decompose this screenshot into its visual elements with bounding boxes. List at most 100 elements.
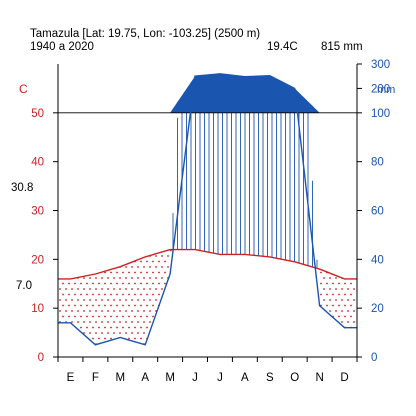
dry-dot: [71, 299, 73, 301]
dry-dot: [98, 337, 100, 340]
dry-dot: [125, 288, 127, 290]
dry-dot: [95, 288, 97, 290]
left-axis-unit: C: [19, 82, 28, 96]
dry-dot: [338, 282, 340, 285]
dry-dot: [143, 299, 145, 301]
dry-dot: [134, 326, 136, 329]
dry-dot: [110, 315, 112, 318]
dry-dot: [119, 332, 121, 334]
month-label: J: [217, 372, 223, 384]
dry-dot: [113, 277, 115, 279]
dry-dot: [116, 282, 118, 285]
dry-dot: [143, 321, 145, 323]
dry-dot: [62, 282, 64, 285]
dry-dot: [98, 304, 100, 307]
dry-dot: [104, 282, 106, 285]
right-axis-unit: mm: [377, 84, 395, 96]
dry-dot: [77, 310, 79, 312]
dry-dot: [140, 271, 142, 274]
dry-dot: [116, 315, 118, 318]
month-label: F: [92, 372, 99, 384]
temp-tick-label: 20: [31, 254, 44, 266]
dry-dot: [134, 271, 136, 274]
precip-tick-label: 40: [371, 254, 384, 266]
dry-dot: [347, 321, 349, 323]
dry-dot: [62, 304, 64, 307]
dry-dot: [92, 304, 94, 307]
dry-dot: [107, 288, 109, 290]
dry-dot: [320, 282, 322, 285]
dry-dot: [140, 326, 142, 329]
dry-dot: [119, 299, 121, 301]
dry-dot: [89, 321, 91, 323]
dry-dot: [341, 299, 343, 301]
excess-precip-fill: [58, 73, 357, 113]
humid-hatching: [172, 112, 318, 269]
dry-dot: [95, 332, 97, 334]
dry-dot: [65, 310, 67, 312]
temp-tick-label: 50: [31, 108, 44, 120]
dry-dot: [92, 337, 94, 340]
dry-dot: [335, 299, 337, 301]
dry-dot: [116, 271, 118, 274]
dry-dot: [158, 260, 160, 263]
dry-dot: [152, 293, 154, 296]
dry-dot: [110, 337, 112, 340]
dry-dot: [158, 282, 160, 285]
dry-dot: [137, 266, 139, 268]
dry-dot: [92, 326, 94, 329]
dry-dot: [149, 277, 151, 279]
dry-dot: [155, 288, 157, 290]
dry-dot: [113, 332, 115, 334]
dry-dot: [125, 321, 127, 323]
dry-dot: [347, 299, 349, 301]
dry-dot: [167, 266, 169, 268]
dry-dot: [137, 277, 139, 279]
dry-dot: [152, 315, 154, 318]
dry-dot: [101, 299, 103, 301]
dry-dot: [68, 304, 70, 307]
dry-dot: [152, 304, 154, 307]
dry-dot: [155, 266, 157, 268]
dry-dot: [122, 326, 124, 329]
dry-dot: [95, 299, 97, 301]
dry-dot: [353, 310, 355, 312]
dry-dot: [92, 293, 94, 296]
dry-dot: [110, 326, 112, 329]
dry-dot: [89, 277, 91, 279]
dry-dot: [347, 310, 349, 312]
dry-dot: [134, 337, 136, 340]
dry-dot: [80, 304, 82, 307]
dry-dot: [350, 293, 352, 296]
dry-dot: [110, 293, 112, 296]
dry-dot: [143, 266, 145, 268]
dry-dot: [113, 321, 115, 323]
dry-dot: [113, 310, 115, 312]
chart-title: Tamazula [Lat: 19.75, Lon: -103.25] (250…: [30, 28, 260, 40]
dry-dot: [134, 282, 136, 285]
dry-dot: [152, 282, 154, 285]
dry-dot: [101, 288, 103, 290]
dry-dot: [164, 271, 166, 274]
precip-tick-label: 100: [371, 108, 390, 120]
dry-dot: [125, 310, 127, 312]
month-label: D: [340, 372, 348, 384]
dry-dot: [137, 310, 139, 312]
dry-dot: [83, 288, 85, 290]
dry-dot: [344, 315, 346, 318]
precip-tick-label: 200: [371, 83, 390, 95]
dry-dot: [158, 293, 160, 296]
dry-dot: [110, 304, 112, 307]
month-label: M: [115, 372, 125, 384]
dry-dot: [92, 282, 94, 285]
dry-dot: [107, 277, 109, 279]
dry-dot: [101, 332, 103, 334]
dry-dot: [104, 326, 106, 329]
dry-dot: [146, 282, 148, 285]
dry-dot: [140, 315, 142, 318]
dry-dot: [74, 282, 76, 285]
dry-dot: [143, 332, 145, 334]
dry-dot: [77, 288, 79, 290]
dry-dot: [146, 271, 148, 274]
dry-dot: [77, 321, 79, 323]
